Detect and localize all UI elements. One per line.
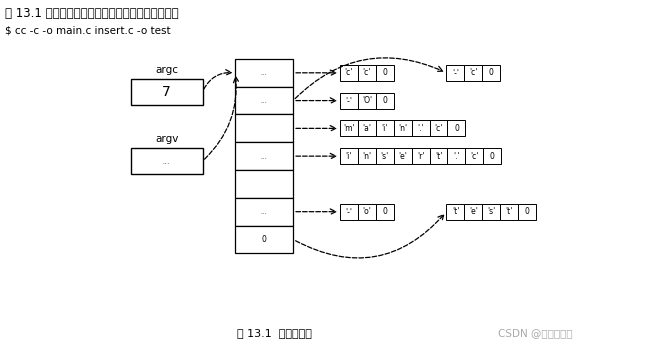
Text: 't': 't' [506,207,513,216]
Text: 'e': 'e' [469,207,478,216]
Text: 0: 0 [490,152,494,161]
Text: 0: 0 [383,96,387,105]
Bar [518,204,536,220]
Text: ...: ... [163,156,171,166]
Text: 7: 7 [162,85,171,99]
Text: ...: ... [261,68,268,77]
Bar [411,120,430,136]
Bar [483,204,500,220]
Text: 'c': 'c' [434,124,443,133]
Bar [394,148,411,164]
Bar [394,120,411,136]
Text: 't': 't' [452,207,459,216]
Text: argv: argv [155,134,179,144]
Bar [340,120,358,136]
Bar [376,148,394,164]
Text: 'o': 'o' [362,207,371,216]
Bar [376,120,394,136]
Bar [447,65,464,81]
Text: 0: 0 [525,207,530,216]
Text: 'e': 'e' [398,152,407,161]
Text: ...: ... [261,152,268,161]
Bar [358,148,376,164]
Text: 'm': 'm' [343,124,354,133]
Text: 'c': 'c' [469,68,477,77]
Bar [131,148,203,174]
Text: 图 13.1  命令行参数: 图 13.1 命令行参数 [237,328,313,338]
Bar [466,148,483,164]
Text: '-': '-' [345,96,353,105]
Bar [464,204,483,220]
Text: 'i': 'i' [346,152,352,161]
Text: 'c': 'c' [362,68,371,77]
Bar [430,148,447,164]
Text: 'r': 'r' [417,152,424,161]
Text: 0: 0 [454,124,459,133]
Text: 图 13.1 显示了下面这条命令行是如何进行传递的：: 图 13.1 显示了下面这条命令行是如何进行传递的： [5,7,179,20]
Bar [235,115,293,142]
Bar [447,148,466,164]
Text: ...: ... [261,207,268,216]
Text: 0: 0 [383,207,387,216]
Text: '.': '.' [453,152,460,161]
Bar [235,226,293,253]
Bar [340,204,358,220]
Bar [131,79,203,104]
Bar [340,148,358,164]
Bar [483,148,501,164]
Bar [235,198,293,226]
Bar [411,148,430,164]
Text: 'a': 'a' [362,124,371,133]
Bar [340,65,358,81]
Text: $ cc -c -o main.c insert.c -o test: $ cc -c -o main.c insert.c -o test [5,25,171,35]
Text: 'O': 'O' [362,96,372,105]
Bar [235,59,293,87]
Bar [235,142,293,170]
Text: 'c': 'c' [470,152,479,161]
Bar [447,204,464,220]
Text: argc: argc [155,65,178,75]
Text: '.': '.' [417,124,424,133]
Text: 's': 's' [381,152,389,161]
Text: 'i': 'i' [381,124,388,133]
Bar [447,120,466,136]
Bar [235,170,293,198]
Text: 't': 't' [435,152,442,161]
Text: 'c': 'c' [345,68,353,77]
Text: 'n': 'n' [398,124,407,133]
Bar [500,204,518,220]
Text: 0: 0 [489,68,494,77]
Text: ...: ... [261,96,268,105]
Bar [376,204,394,220]
Text: 's': 's' [487,207,496,216]
Text: 'n': 'n' [362,152,371,161]
Bar [340,93,358,109]
Bar [358,204,376,220]
Bar [483,65,500,81]
Text: CSDN @燕麦冲冲冲: CSDN @燕麦冲冲冲 [498,328,573,338]
Bar [376,65,394,81]
Bar [358,65,376,81]
Bar [358,120,376,136]
Text: 0: 0 [262,235,267,244]
Text: 0: 0 [383,68,387,77]
Bar [464,65,483,81]
Bar [430,120,447,136]
Text: '-': '-' [345,207,353,216]
Bar [376,93,394,109]
Text: '-': '-' [452,68,459,77]
Bar [358,93,376,109]
Bar [235,87,293,115]
